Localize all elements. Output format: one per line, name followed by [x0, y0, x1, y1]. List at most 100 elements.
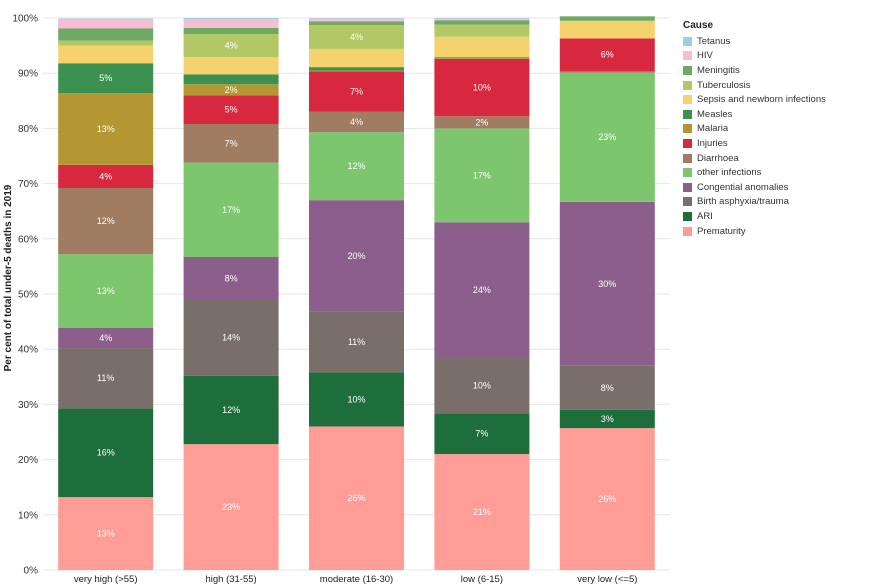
- y-tick-label: 90%: [18, 69, 38, 80]
- bar-segment: [559, 201, 655, 366]
- x-tick-label: very high (>55): [74, 574, 138, 585]
- x-tick-label: high (31-55): [205, 574, 256, 585]
- data-label: 13%: [97, 529, 115, 539]
- bar-segment: [58, 327, 154, 349]
- legend-item: Congential anomalies: [683, 180, 826, 195]
- bar-segment: [434, 358, 530, 414]
- legend-item: Meningitis: [683, 63, 826, 78]
- legend-label: Measles: [697, 108, 733, 120]
- bar-segment: [559, 38, 655, 71]
- bar-segment: [183, 299, 279, 376]
- bar-segment: [183, 19, 279, 28]
- data-label: 12%: [222, 405, 240, 415]
- bar-segment: [434, 58, 530, 59]
- y-tick-label: 100%: [12, 14, 38, 25]
- data-label: 2%: [225, 85, 238, 95]
- data-label: 3%: [601, 414, 614, 424]
- bar-segment: [309, 426, 404, 570]
- data-label: 17%: [473, 170, 491, 180]
- legend: Cause Tetanus HIV Meningitis Tuberculosis Se…: [683, 20, 826, 238]
- bar-segment: [183, 84, 279, 96]
- data-label: 30%: [598, 279, 616, 289]
- data-label: 16%: [97, 448, 115, 458]
- bar-segment: [58, 497, 154, 570]
- bar-segment: [58, 164, 154, 189]
- data-label: 5%: [225, 105, 238, 115]
- data-label: 12%: [97, 216, 115, 226]
- data-label: 23%: [598, 132, 616, 142]
- legend-label: Diarrhoea: [697, 152, 739, 164]
- y-tick-label: 10%: [18, 510, 38, 521]
- bar-segment: [183, 74, 279, 85]
- bar-segment: [434, 58, 530, 117]
- data-label: 17%: [222, 205, 240, 215]
- bar-segment: [309, 200, 404, 312]
- data-label: 8%: [601, 383, 614, 393]
- legend-label: Tetanus: [697, 35, 731, 47]
- legend-swatch: [683, 51, 692, 61]
- legend-swatch: [683, 124, 692, 134]
- bar-segment: [434, 413, 530, 455]
- legend-swatch: [683, 109, 692, 119]
- legend-item: Sepsis and newborn infections: [683, 92, 826, 107]
- bar-segment: [183, 444, 279, 570]
- legend-label: Sepsis and newborn infections: [697, 94, 826, 106]
- legend-title: Cause: [683, 20, 714, 31]
- bar-segment: [309, 70, 404, 72]
- legend-swatch: [683, 80, 692, 90]
- data-label: 13%: [97, 124, 115, 134]
- bar-segment: [183, 27, 279, 35]
- legend-item: Tuberculosis: [683, 78, 826, 93]
- bar-segment: [183, 257, 279, 300]
- legend-label: ARI: [697, 210, 713, 222]
- legend-items: Tetanus HIV Meningitis Tuberculosis Sepsis a…: [683, 34, 826, 238]
- bar-segment: [58, 19, 154, 29]
- bar-segment: [434, 20, 530, 25]
- y-tick-label: 30%: [18, 400, 38, 411]
- data-label: 10%: [473, 83, 491, 93]
- bar-segment: [183, 95, 279, 124]
- legend-label: Congential anomalies: [697, 181, 789, 193]
- bar-segment: [559, 20, 655, 39]
- bar-segment: [58, 18, 154, 20]
- data-label: 10%: [473, 381, 491, 391]
- bar-segment: [559, 428, 655, 570]
- bar-segment: [58, 45, 154, 64]
- legend-item: Diarrhoea: [683, 151, 826, 166]
- legend-swatch: [683, 65, 692, 75]
- y-axis-label: Per cent of total under-5 deaths in 2019: [3, 184, 14, 371]
- legend-label: other infections: [697, 167, 762, 179]
- bar-segment: [309, 111, 404, 133]
- bar-segment: [58, 63, 154, 94]
- bar-segment: [309, 67, 404, 71]
- bar-segment: [183, 375, 279, 445]
- x-axis-ticks: very high (>55) high (31-55) moderate (16-…: [74, 574, 638, 585]
- bar-segment: [183, 18, 279, 20]
- bar-segment: [434, 57, 530, 59]
- y-tick-label: 0%: [24, 566, 39, 577]
- data-label: 7%: [350, 87, 363, 97]
- legend-swatch: [683, 211, 692, 221]
- bar-segment: [309, 21, 404, 26]
- bar-segment: [58, 188, 154, 255]
- bar-segment: [559, 409, 655, 429]
- data-label: 12%: [347, 161, 365, 171]
- bar-segment: [434, 128, 530, 223]
- bar-segment: [309, 18, 404, 19]
- data-label: 4%: [350, 32, 363, 42]
- bar-segment: [183, 34, 279, 58]
- data-label: 4%: [99, 171, 112, 181]
- bar-segment: [309, 25, 404, 49]
- bar-segment: [434, 18, 530, 19]
- bar-segment: [309, 18, 404, 22]
- bar-segment: [58, 254, 154, 328]
- y-tick-label: 40%: [18, 345, 38, 356]
- legend-swatch: [683, 153, 692, 163]
- bar-segment: [58, 348, 154, 409]
- data-label: 4%: [350, 117, 363, 127]
- legend-item: Malaria: [683, 122, 826, 137]
- bar-segment: [309, 71, 404, 112]
- legend-item: Birth asphyxia/trauma: [683, 195, 826, 210]
- data-label: 26%: [347, 493, 365, 503]
- bar-segment: [559, 16, 655, 21]
